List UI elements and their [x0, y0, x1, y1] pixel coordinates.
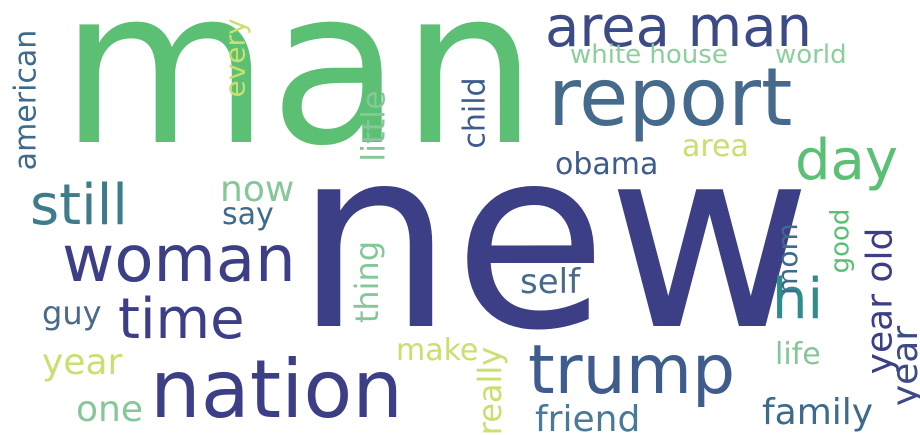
word-one: one	[76, 389, 143, 430]
word-man: man	[60, 0, 538, 193]
word-really: really	[471, 346, 510, 435]
word-say: say	[222, 197, 274, 232]
word-hi: hi	[772, 267, 824, 332]
word-friend: friend	[535, 399, 641, 435]
word-good: good	[825, 208, 856, 274]
word-nation: nation	[150, 343, 403, 435]
word-new: new	[295, 94, 812, 385]
word-self: self	[520, 262, 581, 302]
word-woman: woman	[62, 223, 296, 297]
word-area-small: area	[682, 129, 749, 164]
word-american: american	[8, 29, 44, 171]
word-world: world	[775, 40, 847, 70]
word-guy: guy	[42, 294, 102, 332]
word-mom: mom	[770, 223, 804, 295]
word-year: year	[42, 342, 123, 383]
word-trump: trump	[528, 331, 736, 410]
word-child: child	[457, 77, 493, 149]
word-white-house: white house	[570, 40, 728, 70]
word-thing: thing	[348, 240, 387, 324]
word-obama: obama	[555, 147, 659, 182]
word-family: family	[762, 392, 874, 433]
word-life: life	[775, 337, 821, 372]
word-day: day	[795, 128, 899, 193]
word-make: make	[396, 333, 479, 368]
word-time: time	[118, 287, 245, 352]
word-every: every	[218, 18, 252, 98]
word-area-man: area man	[545, 0, 813, 60]
word-year-right: year	[885, 325, 920, 407]
word-now: now	[220, 169, 295, 210]
word-still: still	[30, 173, 128, 238]
word-report: report	[548, 51, 793, 144]
word-little: little	[354, 90, 393, 162]
